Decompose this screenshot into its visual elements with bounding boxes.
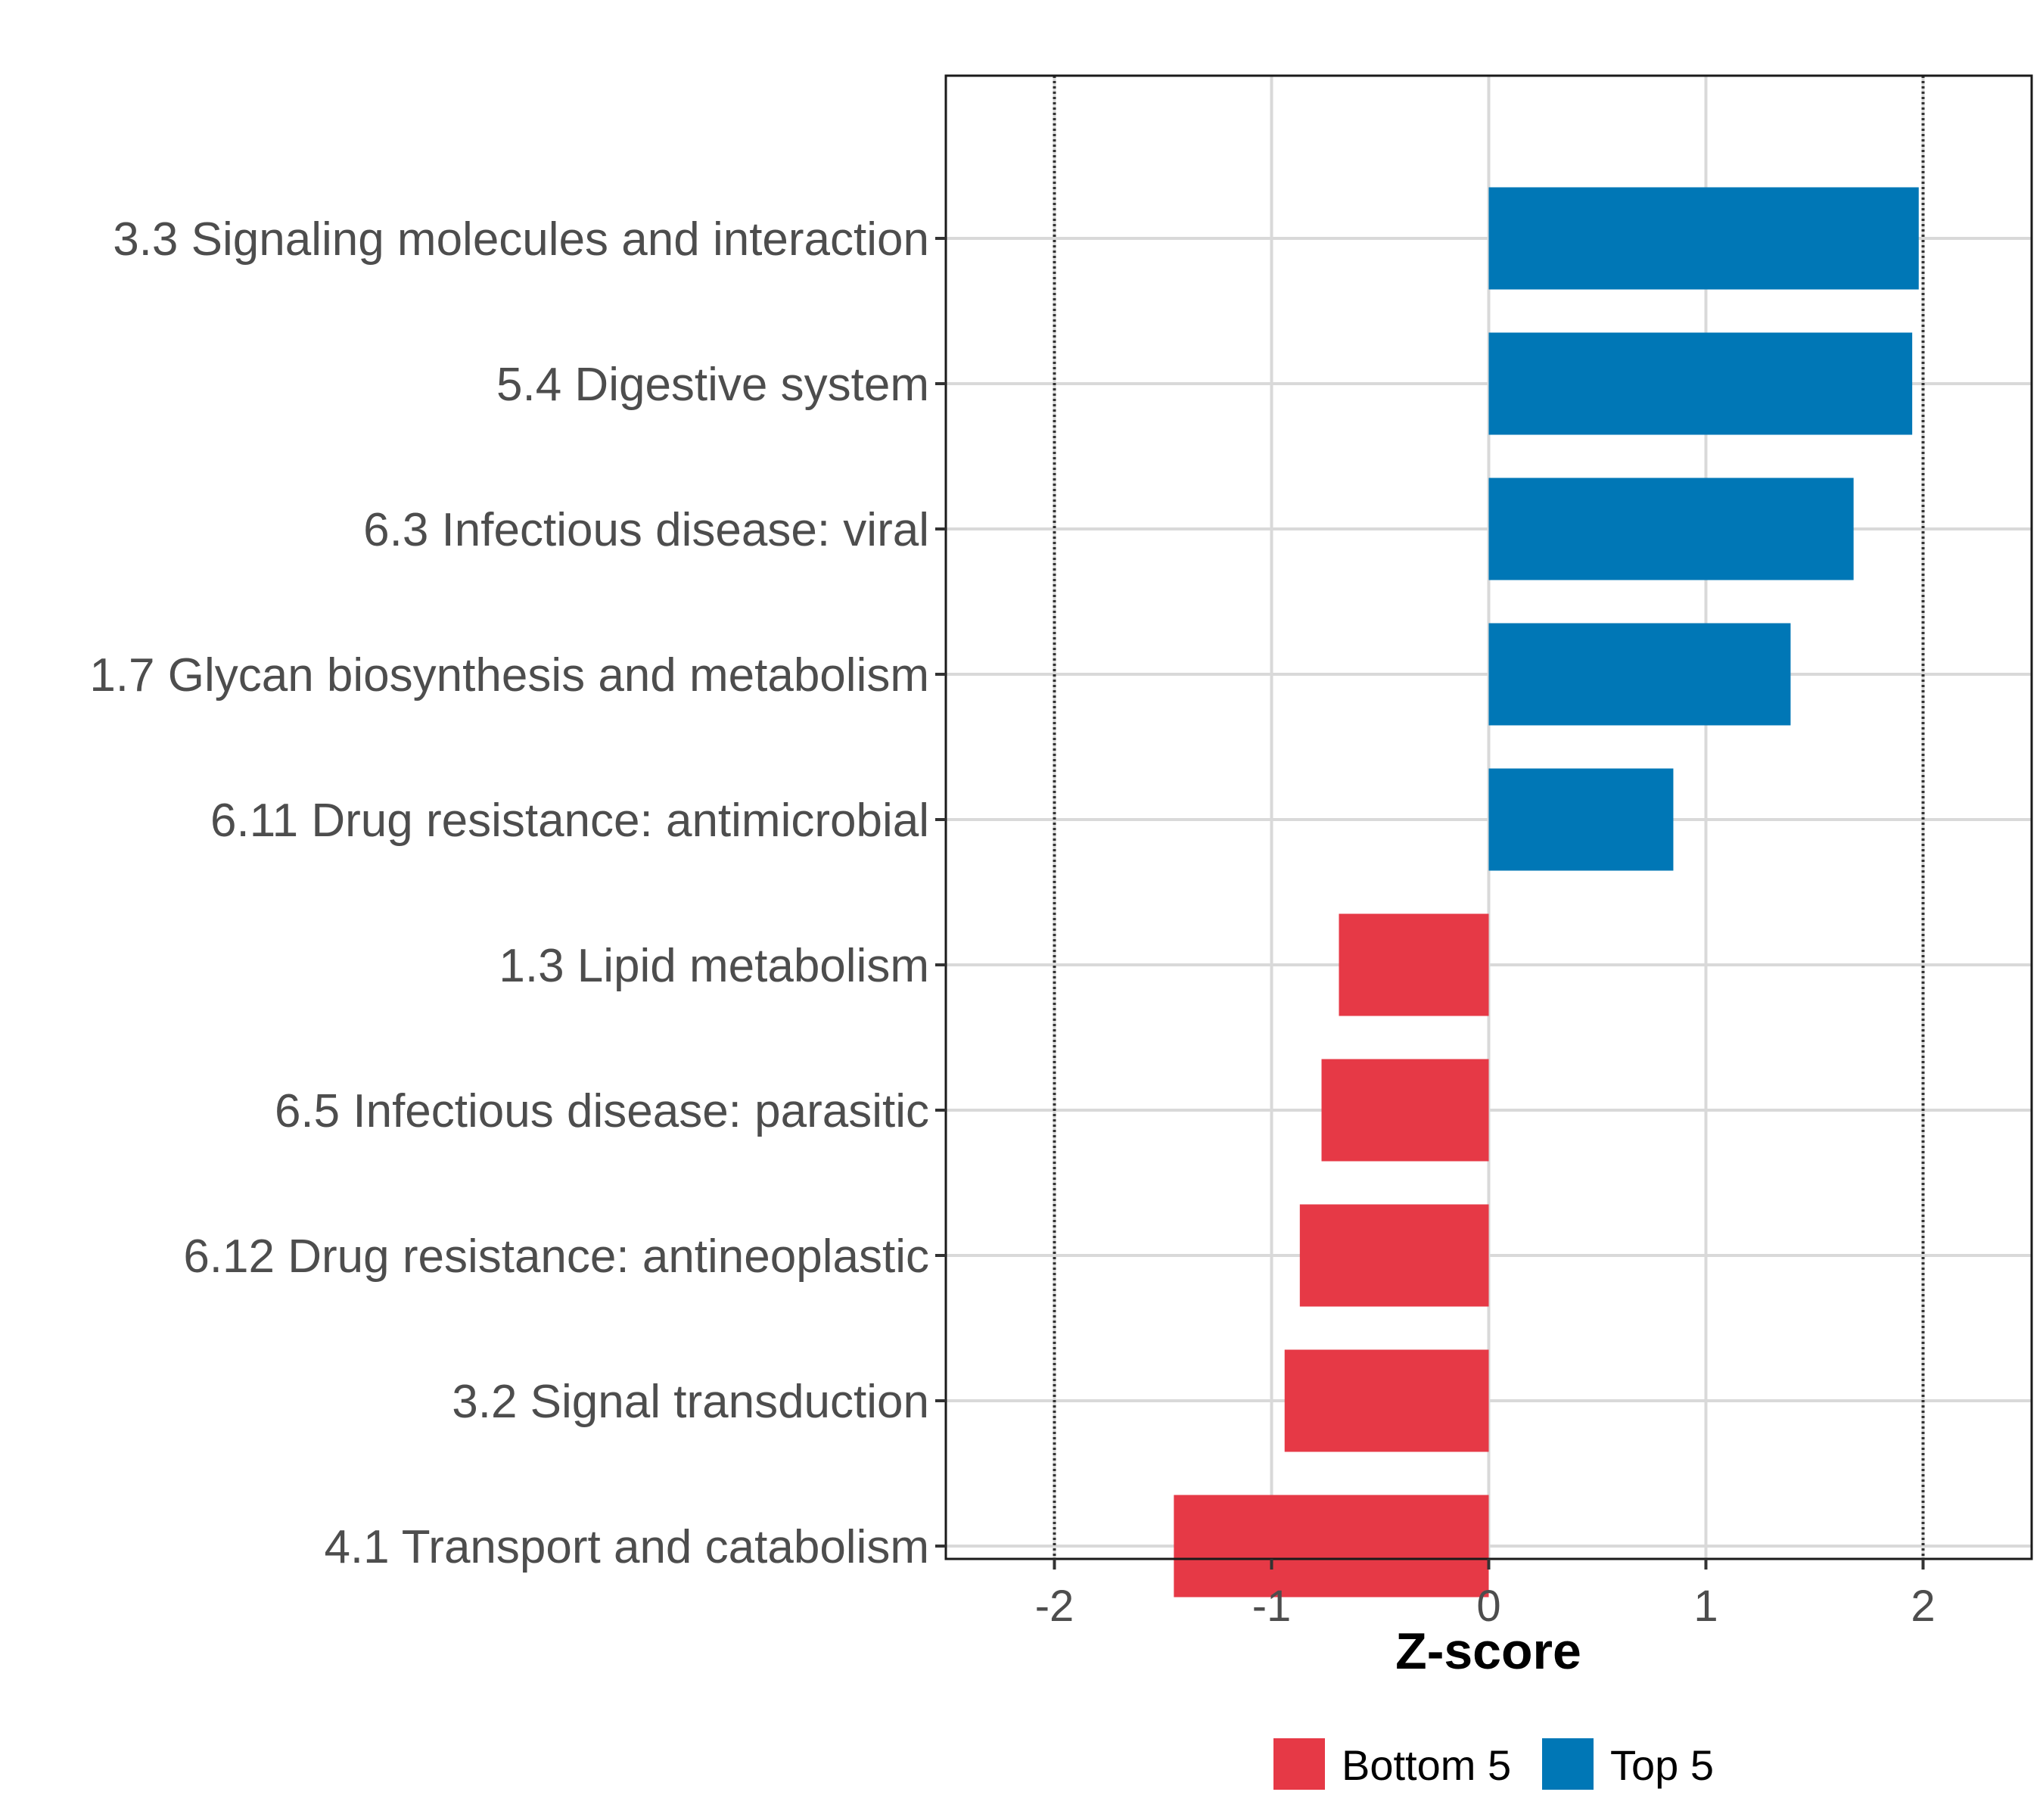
x-tick-label: -2 xyxy=(1035,1582,1074,1631)
x-tick-label: 1 xyxy=(1693,1582,1718,1631)
bar-7 xyxy=(1321,1059,1489,1162)
category-label: 4.1 Transport and catabolism xyxy=(324,1521,929,1573)
x-axis: -2 -1 0 1 2 xyxy=(1035,1559,1936,1631)
y-axis: 3.3 Signaling molecules and interaction 5… xyxy=(89,213,946,1573)
category-label: 3.3 Signaling molecules and interaction xyxy=(113,213,929,266)
legend-swatch xyxy=(1542,1738,1594,1790)
category-label: 5.4 Digestive system xyxy=(496,359,929,411)
bar-6 xyxy=(1339,913,1489,1016)
bar-2 xyxy=(1488,332,1913,435)
legend-swatch xyxy=(1273,1738,1325,1790)
category-label: 6.3 Infectious disease: viral xyxy=(363,504,929,556)
legend: Bottom 5 Top 5 xyxy=(1273,1738,1714,1790)
bar-8 xyxy=(1299,1204,1489,1307)
category-label: 6.11 Drug resistance: antimicrobial xyxy=(210,795,929,847)
category-label: 1.3 Lipid metabolism xyxy=(499,940,929,992)
bar-1 xyxy=(1488,187,1919,290)
bar-5 xyxy=(1488,768,1674,871)
bar-4 xyxy=(1488,623,1791,726)
legend-label: Top 5 xyxy=(1610,1741,1714,1789)
bar-9 xyxy=(1284,1349,1489,1452)
x-tick-label: 0 xyxy=(1476,1582,1500,1631)
bar-layer xyxy=(1174,187,1919,1598)
category-label: 6.5 Infectious disease: parasitic xyxy=(275,1085,929,1137)
category-label: 1.7 Glycan biosynthesis and metabolism xyxy=(89,649,929,702)
bar-10 xyxy=(1174,1495,1489,1598)
x-tick-label: 2 xyxy=(1911,1582,1935,1631)
x-axis-title: Z-score xyxy=(1395,1622,1581,1680)
category-label: 3.2 Signal transduction xyxy=(452,1376,929,1428)
x-tick-label: -1 xyxy=(1252,1582,1292,1631)
reference-lines xyxy=(1053,76,1925,1559)
category-label: 6.12 Drug resistance: antineoplastic xyxy=(183,1230,929,1283)
bar-3 xyxy=(1488,478,1854,580)
legend-label: Bottom 5 xyxy=(1342,1741,1511,1789)
